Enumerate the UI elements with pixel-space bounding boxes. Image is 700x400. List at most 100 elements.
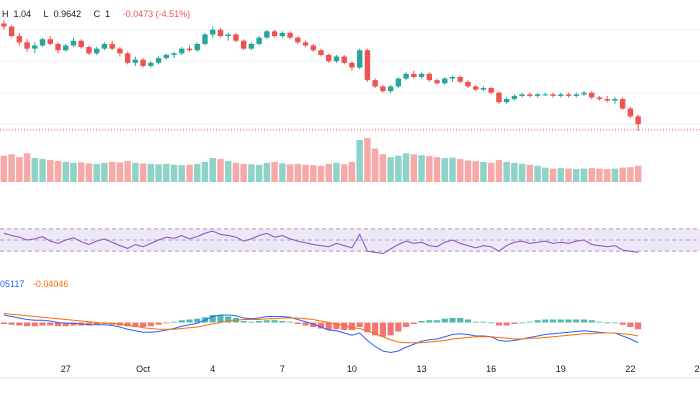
volume-bar bbox=[209, 158, 216, 182]
macd-panel bbox=[0, 313, 642, 354]
macd-histogram-bar bbox=[170, 321, 178, 323]
candle-body bbox=[271, 31, 278, 37]
volume-bar bbox=[224, 160, 232, 182]
macd-histogram-bar bbox=[286, 321, 294, 323]
candle-body bbox=[318, 50, 324, 55]
x-tick-label: Oct bbox=[136, 364, 151, 374]
low-value: 0.9642 bbox=[53, 9, 82, 19]
candle-body bbox=[503, 99, 510, 103]
macd-histogram-bar bbox=[47, 322, 54, 326]
macd-histogram-bar bbox=[54, 322, 62, 327]
volume-bar bbox=[193, 163, 201, 182]
macd-histogram-bar bbox=[225, 316, 232, 323]
candle-body bbox=[310, 45, 316, 51]
volume-bar bbox=[302, 164, 309, 182]
volume-bar bbox=[116, 162, 124, 182]
candle-body bbox=[287, 32, 293, 38]
macd-histogram-bar bbox=[70, 322, 77, 326]
low-label: L 0.9642 bbox=[44, 9, 87, 19]
volume-bar bbox=[201, 161, 209, 182]
volume-bar bbox=[8, 154, 15, 182]
macd-histogram-bar bbox=[588, 320, 595, 323]
macd-histogram-bar bbox=[333, 322, 340, 330]
macd-histogram-bar bbox=[39, 322, 46, 326]
volume-bar bbox=[495, 160, 503, 182]
candle-body bbox=[78, 40, 84, 48]
volume-bar bbox=[511, 162, 518, 182]
x-tick-label: 19 bbox=[556, 364, 566, 374]
candle-body bbox=[101, 43, 108, 49]
macd-histogram-bar bbox=[217, 315, 224, 323]
macd-histogram-bar bbox=[611, 322, 619, 324]
candle-body bbox=[132, 59, 139, 63]
candle-body bbox=[519, 94, 525, 96]
candle-body bbox=[542, 94, 549, 96]
volume-bar bbox=[132, 162, 139, 182]
candle-body bbox=[140, 59, 146, 66]
rsi-panel bbox=[0, 228, 700, 254]
candle-body bbox=[411, 73, 417, 77]
candle-body bbox=[63, 45, 69, 51]
macd-histogram-bar bbox=[248, 321, 255, 323]
candle-body bbox=[55, 43, 61, 51]
x-tick-label: 10 bbox=[347, 364, 357, 374]
candle-body bbox=[163, 54, 170, 59]
macd-histogram-bar bbox=[596, 321, 603, 323]
macd-histogram-bar bbox=[441, 318, 448, 323]
candle-body bbox=[372, 80, 378, 87]
macd-legend: 05117 -0.04046 bbox=[0, 279, 74, 289]
macd-histogram-bar bbox=[16, 322, 23, 326]
candle-body bbox=[604, 99, 610, 101]
volume-bar bbox=[62, 161, 69, 182]
candle-body bbox=[210, 29, 216, 35]
candle-body bbox=[225, 34, 231, 37]
macd-histogram-bar bbox=[147, 322, 154, 327]
macd-histogram-bar bbox=[356, 322, 363, 327]
change-value: -0.0473 (-4.51%) bbox=[122, 9, 191, 19]
macd-histogram-bar bbox=[449, 318, 456, 323]
macd-histogram-bar bbox=[519, 322, 526, 324]
macd-histogram-bar bbox=[364, 322, 371, 333]
candle-body bbox=[179, 48, 185, 54]
candle-body bbox=[264, 31, 270, 38]
macd-histogram-bar bbox=[317, 322, 325, 329]
candle-body bbox=[24, 42, 30, 49]
volume-bar bbox=[426, 156, 433, 182]
volume-bar bbox=[108, 161, 116, 182]
candle-body bbox=[465, 81, 471, 87]
macd-histogram-bar bbox=[480, 321, 487, 323]
volume-bar bbox=[464, 160, 472, 182]
macd-histogram-bar bbox=[0, 322, 7, 324]
volume-bar bbox=[480, 161, 487, 182]
volume-bar bbox=[549, 168, 557, 182]
volume-bar bbox=[147, 163, 155, 182]
volume-bar bbox=[47, 160, 54, 182]
macd-histogram-bar bbox=[565, 319, 572, 323]
candle-body bbox=[302, 42, 309, 46]
high-label: H 1.04 bbox=[2, 9, 36, 19]
volume-bar bbox=[101, 162, 108, 182]
macd-histogram-bar bbox=[604, 322, 611, 324]
volume-bar bbox=[70, 162, 77, 182]
candle-body bbox=[511, 95, 518, 100]
macd-histogram-bar bbox=[341, 322, 348, 330]
volume-bar bbox=[534, 165, 541, 182]
macd-histogram-bar bbox=[635, 322, 642, 330]
candle-body bbox=[488, 88, 494, 93]
macd-histogram-bar bbox=[511, 322, 518, 324]
macd-histogram-bar bbox=[472, 321, 479, 323]
macd-histogram-bar bbox=[488, 322, 495, 324]
macd-histogram-bar bbox=[325, 322, 332, 330]
macd-histogram-bar bbox=[279, 321, 286, 323]
candle-body bbox=[109, 43, 115, 49]
candle-body bbox=[619, 99, 626, 109]
volume-bar bbox=[279, 163, 286, 182]
volume-bar bbox=[155, 164, 162, 182]
macd-histogram-bar bbox=[534, 320, 541, 323]
x-tick-label: 4 bbox=[210, 364, 215, 374]
volume-bar bbox=[23, 153, 31, 182]
candle-body bbox=[124, 53, 131, 63]
volume-bar bbox=[178, 165, 186, 182]
